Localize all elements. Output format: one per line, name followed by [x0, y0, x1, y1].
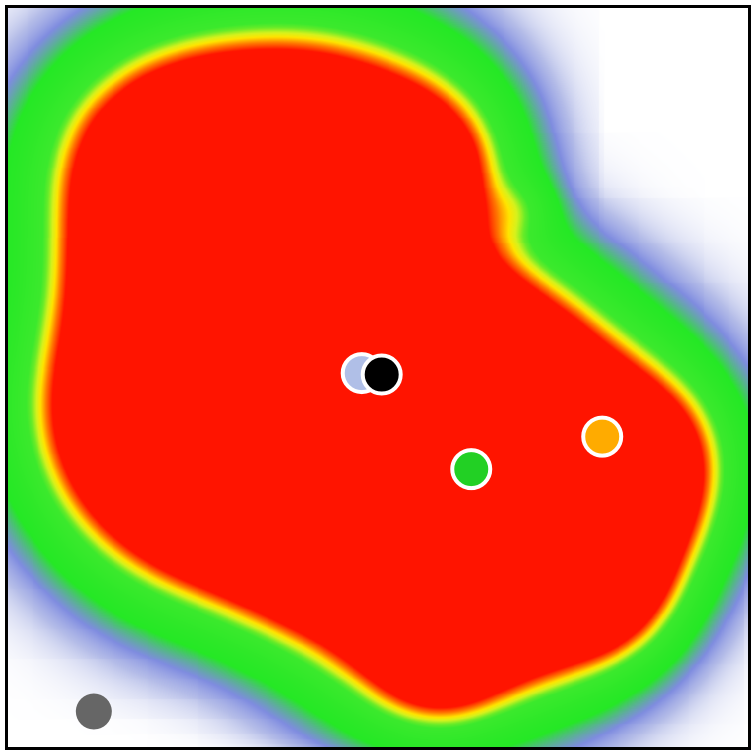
marker-point-4 — [581, 415, 624, 458]
marker-point-2 — [360, 353, 403, 396]
marker-point-3 — [450, 448, 493, 491]
marker-layer — [75, 352, 624, 730]
heatmap-plot-frame — [5, 5, 751, 750]
marker-point-5 — [75, 693, 112, 730]
